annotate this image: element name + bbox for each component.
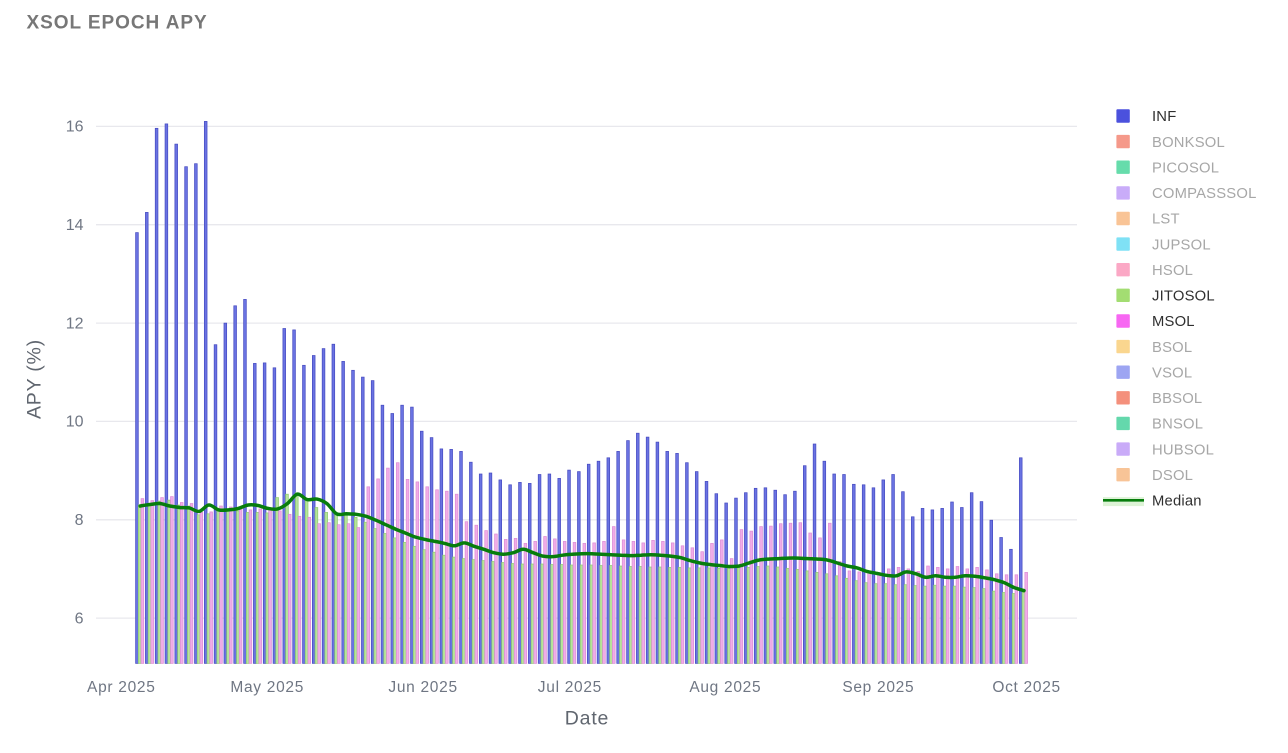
svg-text:BONKSOL: BONKSOL	[1152, 135, 1225, 151]
svg-text:COMPASSSOL: COMPASSSOL	[1152, 186, 1257, 202]
svg-text:Jun 2025: Jun 2025	[388, 679, 457, 696]
svg-text:LST: LST	[1152, 212, 1180, 228]
svg-text:10: 10	[66, 414, 84, 431]
svg-text:INF: INF	[1152, 109, 1176, 125]
svg-text:PICOSOL: PICOSOL	[1152, 160, 1219, 176]
svg-text:Apr 2025: Apr 2025	[87, 679, 156, 696]
svg-text:Median: Median	[1152, 494, 1202, 510]
svg-text:VSOL: VSOL	[1152, 365, 1192, 381]
svg-text:Aug 2025: Aug 2025	[689, 679, 761, 696]
svg-text:Oct 2025: Oct 2025	[992, 679, 1061, 696]
svg-text:14: 14	[66, 217, 84, 234]
svg-text:6: 6	[75, 610, 84, 627]
svg-text:JITOSOL: JITOSOL	[1152, 289, 1215, 305]
svg-text:APY (%): APY (%)	[24, 339, 46, 419]
svg-text:May 2025: May 2025	[230, 679, 304, 696]
svg-text:Sep 2025: Sep 2025	[842, 679, 914, 696]
svg-text:16: 16	[66, 119, 84, 136]
svg-text:XSOL EPOCH APY: XSOL EPOCH APY	[27, 13, 208, 34]
svg-text:HUBSOL: HUBSOL	[1152, 442, 1214, 458]
svg-text:DSOL: DSOL	[1152, 468, 1193, 484]
svg-text:JUPSOL: JUPSOL	[1152, 237, 1211, 253]
svg-text:Jul 2025: Jul 2025	[538, 679, 602, 696]
svg-text:8: 8	[75, 512, 84, 529]
svg-text:BBSOL: BBSOL	[1152, 391, 1202, 407]
svg-text:BSOL: BSOL	[1152, 340, 1192, 356]
svg-text:12: 12	[66, 315, 84, 332]
svg-text:Date: Date	[565, 708, 609, 730]
svg-text:HSOL: HSOL	[1152, 263, 1193, 279]
svg-text:MSOL: MSOL	[1152, 314, 1195, 330]
svg-text:BNSOL: BNSOL	[1152, 417, 1203, 433]
